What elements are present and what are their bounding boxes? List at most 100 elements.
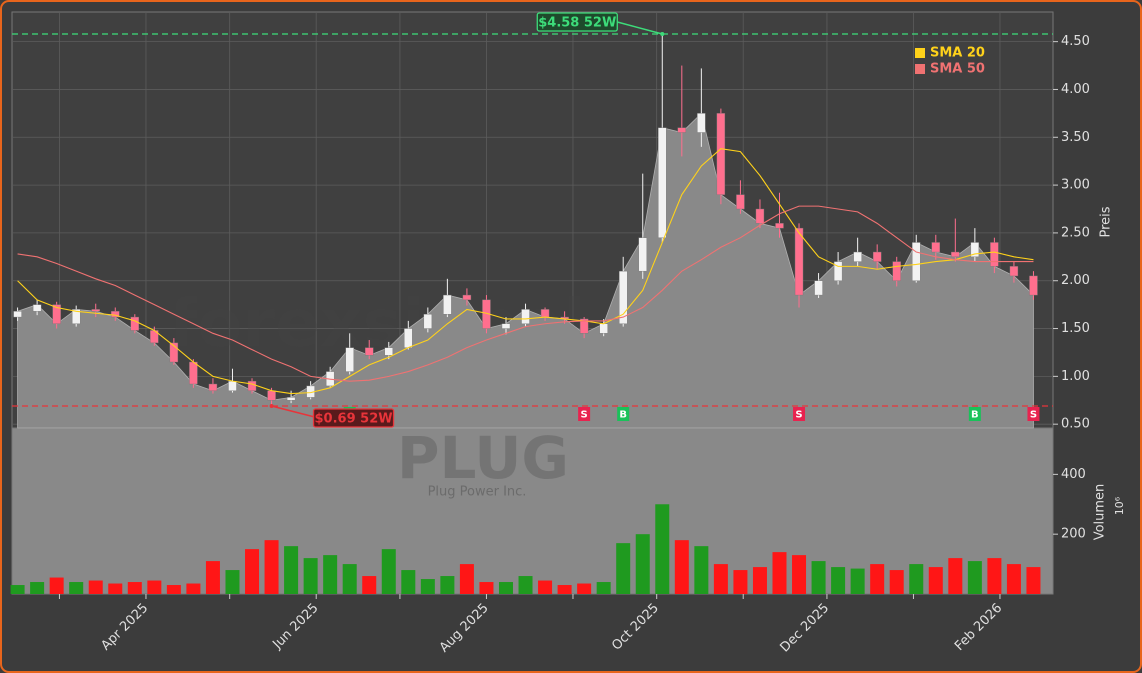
volume-bar (792, 555, 807, 594)
volume-bar (498, 582, 513, 594)
candle-body (540, 309, 550, 318)
candle-body (111, 311, 120, 318)
volume-bar (127, 582, 142, 594)
candle-body (677, 127, 687, 133)
annotation-box (536, 12, 618, 32)
volume-bar (713, 564, 728, 594)
volume-bar (420, 579, 435, 594)
annotation-arrow (271, 405, 319, 419)
candle-body (521, 309, 530, 324)
volume-bar (245, 549, 260, 594)
annotation-box (312, 408, 395, 428)
candle-body (951, 251, 960, 258)
y-tick-label: 4.50 (1061, 34, 1090, 49)
candle-body (853, 251, 862, 262)
volume-bar (909, 564, 924, 594)
volume-bar (694, 546, 709, 594)
candle-body (501, 323, 511, 329)
volume-bar (401, 570, 416, 594)
volume-bar (577, 583, 592, 594)
volume-bar (870, 564, 885, 594)
candle-body (658, 127, 667, 238)
candle-body (990, 242, 999, 267)
volume-bar (655, 504, 670, 594)
candle-body (71, 309, 81, 324)
volume-bar (538, 580, 553, 594)
y-tick-label: 1.50 (1061, 321, 1090, 336)
candle-body (716, 113, 726, 195)
volume-bar (616, 543, 631, 594)
candle-body (169, 342, 179, 363)
volume-bar (596, 582, 611, 594)
volume-bar (987, 558, 1002, 594)
volume-bar (186, 583, 201, 594)
signal-box (617, 407, 630, 421)
y-tick-label: 0.50 (1061, 417, 1090, 432)
candle-body (32, 304, 42, 312)
candle-body (91, 309, 100, 312)
ticker-watermark: PLUG (397, 424, 569, 492)
volume-bar (811, 561, 826, 594)
annotation-point (660, 31, 665, 36)
signal-box (968, 407, 981, 421)
volume-bar (928, 567, 943, 594)
volume-bar (772, 552, 787, 594)
volume-bar (850, 568, 865, 594)
candle-body (872, 251, 882, 262)
volume-bar (284, 546, 299, 594)
candle-body (365, 347, 374, 356)
volume-bar (166, 585, 181, 594)
signal-label: B (971, 410, 979, 421)
volume-bar (752, 567, 767, 594)
volume-bar (88, 580, 103, 594)
y-tick-label: 2.00 (1061, 273, 1090, 288)
candle-body (697, 113, 706, 133)
y-tick-label: 1.00 (1061, 369, 1090, 384)
candle-body (579, 318, 589, 334)
volume-axis-label: Volumen (1093, 484, 1108, 541)
candle-body (814, 280, 823, 296)
candle-body (267, 390, 276, 401)
volume-bar (948, 558, 963, 594)
volume-tick-label: 400 (1061, 467, 1086, 482)
volume-bar (518, 576, 533, 594)
volume-bar (303, 558, 318, 594)
y-tick-label: 3.50 (1061, 130, 1090, 145)
volume-bar (108, 583, 123, 594)
volume-bar (479, 582, 494, 594)
candle-body (833, 261, 843, 281)
candle-body (228, 380, 237, 391)
volume-bar (889, 570, 904, 594)
company-watermark: Plug Power Inc. (428, 485, 527, 500)
y-axis-label: Preis (1099, 206, 1114, 237)
volume-bar (1026, 567, 1041, 594)
candle-body (189, 361, 198, 385)
volume-bar (30, 582, 45, 594)
volume-bar (831, 567, 846, 594)
volume-bar (225, 570, 240, 594)
y-tick-label: 3.00 (1061, 178, 1090, 193)
y-tick-label: 2.50 (1061, 225, 1090, 240)
candle-body (970, 242, 980, 258)
candle-body (931, 242, 940, 253)
candle-body (208, 383, 218, 391)
candle-body (794, 227, 804, 296)
volume-bar (10, 585, 25, 594)
candle-body (638, 237, 647, 272)
volume-bar (1006, 564, 1021, 594)
candle-body (736, 194, 745, 210)
volume-bar (557, 585, 572, 594)
candle-body (443, 294, 452, 315)
volume-bar (323, 555, 338, 594)
signal-box (793, 407, 806, 421)
signal-label: S (795, 410, 802, 421)
annotation-label: $4.58 52W (538, 16, 616, 31)
candle-body (404, 328, 413, 348)
signal-label: S (581, 410, 588, 421)
candle-body (52, 304, 61, 324)
volume-bar (69, 582, 84, 594)
volume-bar (381, 549, 396, 594)
signal-label: S (1030, 410, 1037, 421)
legend-swatch (915, 64, 925, 74)
candle-body (286, 397, 296, 401)
